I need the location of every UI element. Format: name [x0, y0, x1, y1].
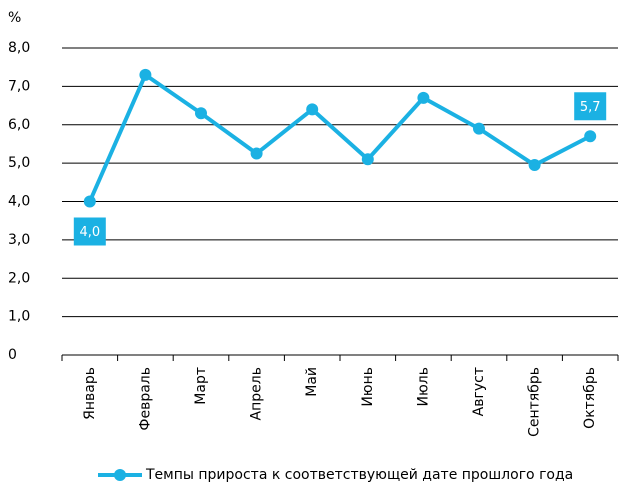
legend-marker: [114, 469, 126, 481]
point: [361, 153, 374, 166]
x-tick-label: Апрель: [249, 367, 265, 420]
x-tick-label: Август: [471, 367, 487, 416]
point: [83, 195, 96, 208]
y-tick-label: 5,0: [8, 155, 30, 171]
point: [417, 91, 430, 104]
point: [250, 147, 263, 160]
point: [195, 107, 207, 120]
y-tick-label: 8,0: [8, 40, 30, 56]
x-tick-label: Февраль: [137, 367, 153, 431]
point: [306, 103, 319, 116]
series-line: [87, 72, 592, 203]
y-tick-label: 2,0: [8, 270, 30, 286]
x-tick-label: Июль: [415, 367, 431, 406]
point: [528, 159, 541, 172]
value-label: 4,0: [79, 225, 100, 240]
y-tick-label: 0: [8, 347, 17, 363]
y-tick-label: 7,0: [8, 78, 30, 94]
point: [139, 68, 152, 81]
value-label-box: [574, 92, 607, 121]
x-tick-label: Январь: [82, 367, 98, 420]
x-tick-label: Март: [193, 367, 209, 405]
y-unit: %: [8, 10, 21, 26]
legend-label: Темпы прироста к соответствующей дате пр…: [145, 467, 573, 483]
x-tick-label: Сентябрь: [527, 367, 543, 437]
point: [584, 130, 597, 143]
point: [473, 122, 485, 135]
y-tick-label: 1,0: [8, 309, 30, 325]
y-tick-label: 3,0: [8, 232, 30, 248]
x-tick-label: Октябрь: [582, 367, 598, 429]
value-label: 5,7: [580, 100, 601, 115]
y-tick-label: 6,0: [8, 117, 30, 133]
x-tick-label: Май: [304, 367, 320, 397]
y-tick-label: 4,0: [8, 194, 30, 210]
x-tick-label: Июнь: [360, 367, 376, 407]
value-label-box: [73, 217, 106, 246]
